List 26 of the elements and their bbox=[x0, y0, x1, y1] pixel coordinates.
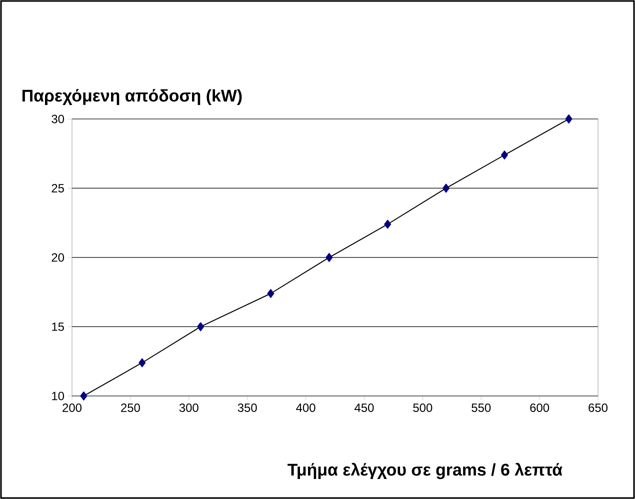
x-tick-label: 450 bbox=[354, 404, 374, 412]
point bbox=[267, 288, 274, 298]
y-tick-label: 10 bbox=[52, 392, 64, 400]
point bbox=[326, 252, 333, 262]
point bbox=[197, 322, 204, 332]
point bbox=[442, 184, 450, 193]
x-tick-label: 500 bbox=[413, 404, 432, 412]
x-axis-title: Τμήμα ελέγχου σε grams / 6 λεπτά bbox=[288, 462, 562, 480]
point bbox=[565, 114, 572, 124]
y-tick-label: 15 bbox=[52, 322, 64, 331]
point bbox=[500, 150, 508, 160]
y-tick-label: 25 bbox=[52, 184, 64, 192]
x-tick-label: 550 bbox=[472, 404, 491, 412]
x-tick-label: 200 bbox=[62, 404, 82, 412]
x-tick-label: 250 bbox=[121, 404, 140, 412]
point bbox=[384, 220, 392, 229]
y-tick-label: 30 bbox=[52, 114, 64, 124]
x-tick-label: 650 bbox=[588, 404, 608, 412]
y-tick-label: 20 bbox=[52, 253, 64, 262]
point bbox=[80, 391, 88, 400]
x-tick-label: 600 bbox=[530, 404, 550, 412]
x-tick-label: 400 bbox=[296, 404, 316, 412]
chart-title: Παρεχόμενη απόδοση (kW) bbox=[22, 89, 242, 106]
point bbox=[138, 358, 146, 368]
x-tick-label: 300 bbox=[179, 404, 198, 412]
x-tick-label: 350 bbox=[238, 404, 257, 412]
